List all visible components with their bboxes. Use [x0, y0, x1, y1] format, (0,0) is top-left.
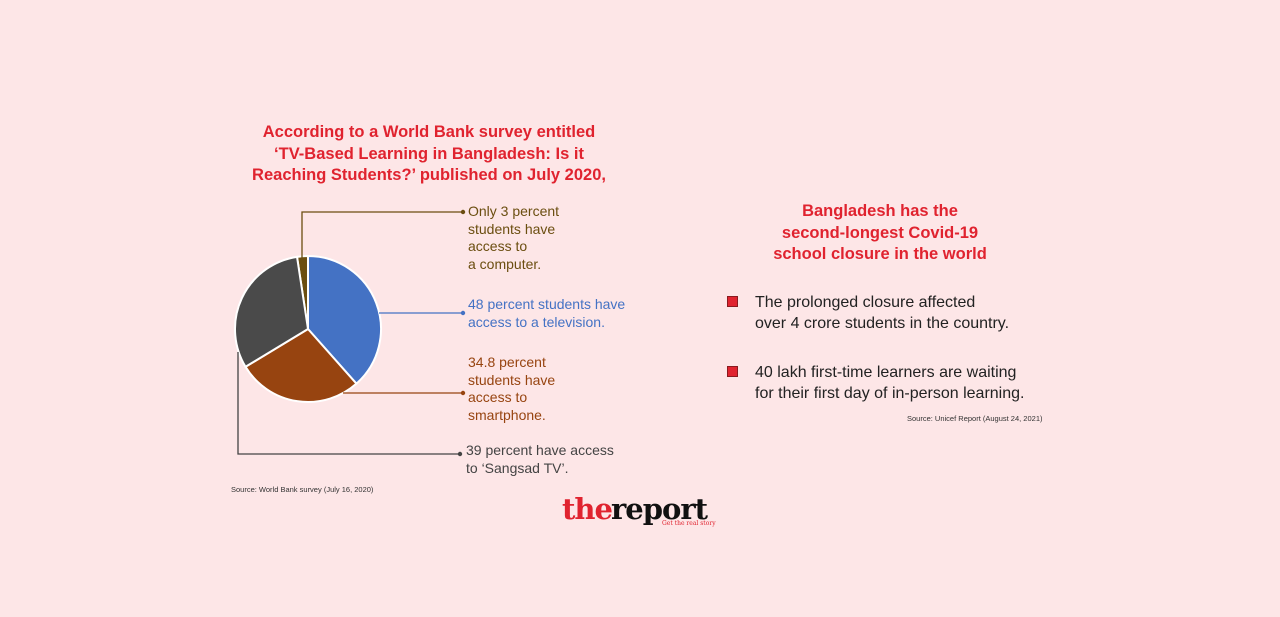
leader-dot-computer — [460, 209, 466, 215]
leader-line-sangsad-tv — [237, 352, 460, 455]
right-source: Source: Unicef Report (August 24, 2021) — [907, 414, 1043, 423]
slice-label-computer: Only 3 percent students have access to a… — [468, 203, 560, 272]
bullet-square-icon — [727, 366, 738, 377]
leader-dot-smartphone — [460, 390, 466, 396]
pie-slice-television — [307, 254, 382, 386]
slice-label-smartphone: 34.8 percent students have access to sma… — [468, 354, 556, 423]
pie-slice-sangsad-tv — [234, 255, 310, 369]
logo-report: report — [611, 492, 708, 526]
bullet-text: 40 lakh first-time learners are waiting … — [755, 364, 1025, 402]
logo-tagline: Get the real story — [662, 520, 716, 527]
bullet-item: The prolonged closure affected over 4 cr… — [727, 292, 1087, 336]
slice-label-television: 48 percent students have access to a tel… — [468, 296, 626, 330]
bullet-text: The prolonged closure affected over 4 cr… — [755, 294, 1010, 332]
bullet-item: 40 lakh first-time learners are waiting … — [727, 362, 1087, 406]
leader-dot-television — [460, 310, 466, 316]
left-title: According to a World Bank survey entitle… — [252, 123, 606, 184]
bullet-square-icon — [727, 296, 738, 307]
slice-label-sangsad-tv: 39 percent have access to ‘Sangsad TV’. — [466, 442, 614, 476]
pie-slice-smartphone — [244, 327, 358, 403]
the-report-logo: the report Get the real story — [562, 492, 722, 532]
leader-dot-sangsad-tv — [457, 451, 463, 457]
left-source: Source: World Bank survey (July 16, 2020… — [231, 485, 374, 494]
right-title: Bangladesh has the second-longest Covid-… — [773, 202, 987, 263]
leader-line-computer — [301, 211, 463, 258]
logo-the: the — [562, 492, 613, 526]
